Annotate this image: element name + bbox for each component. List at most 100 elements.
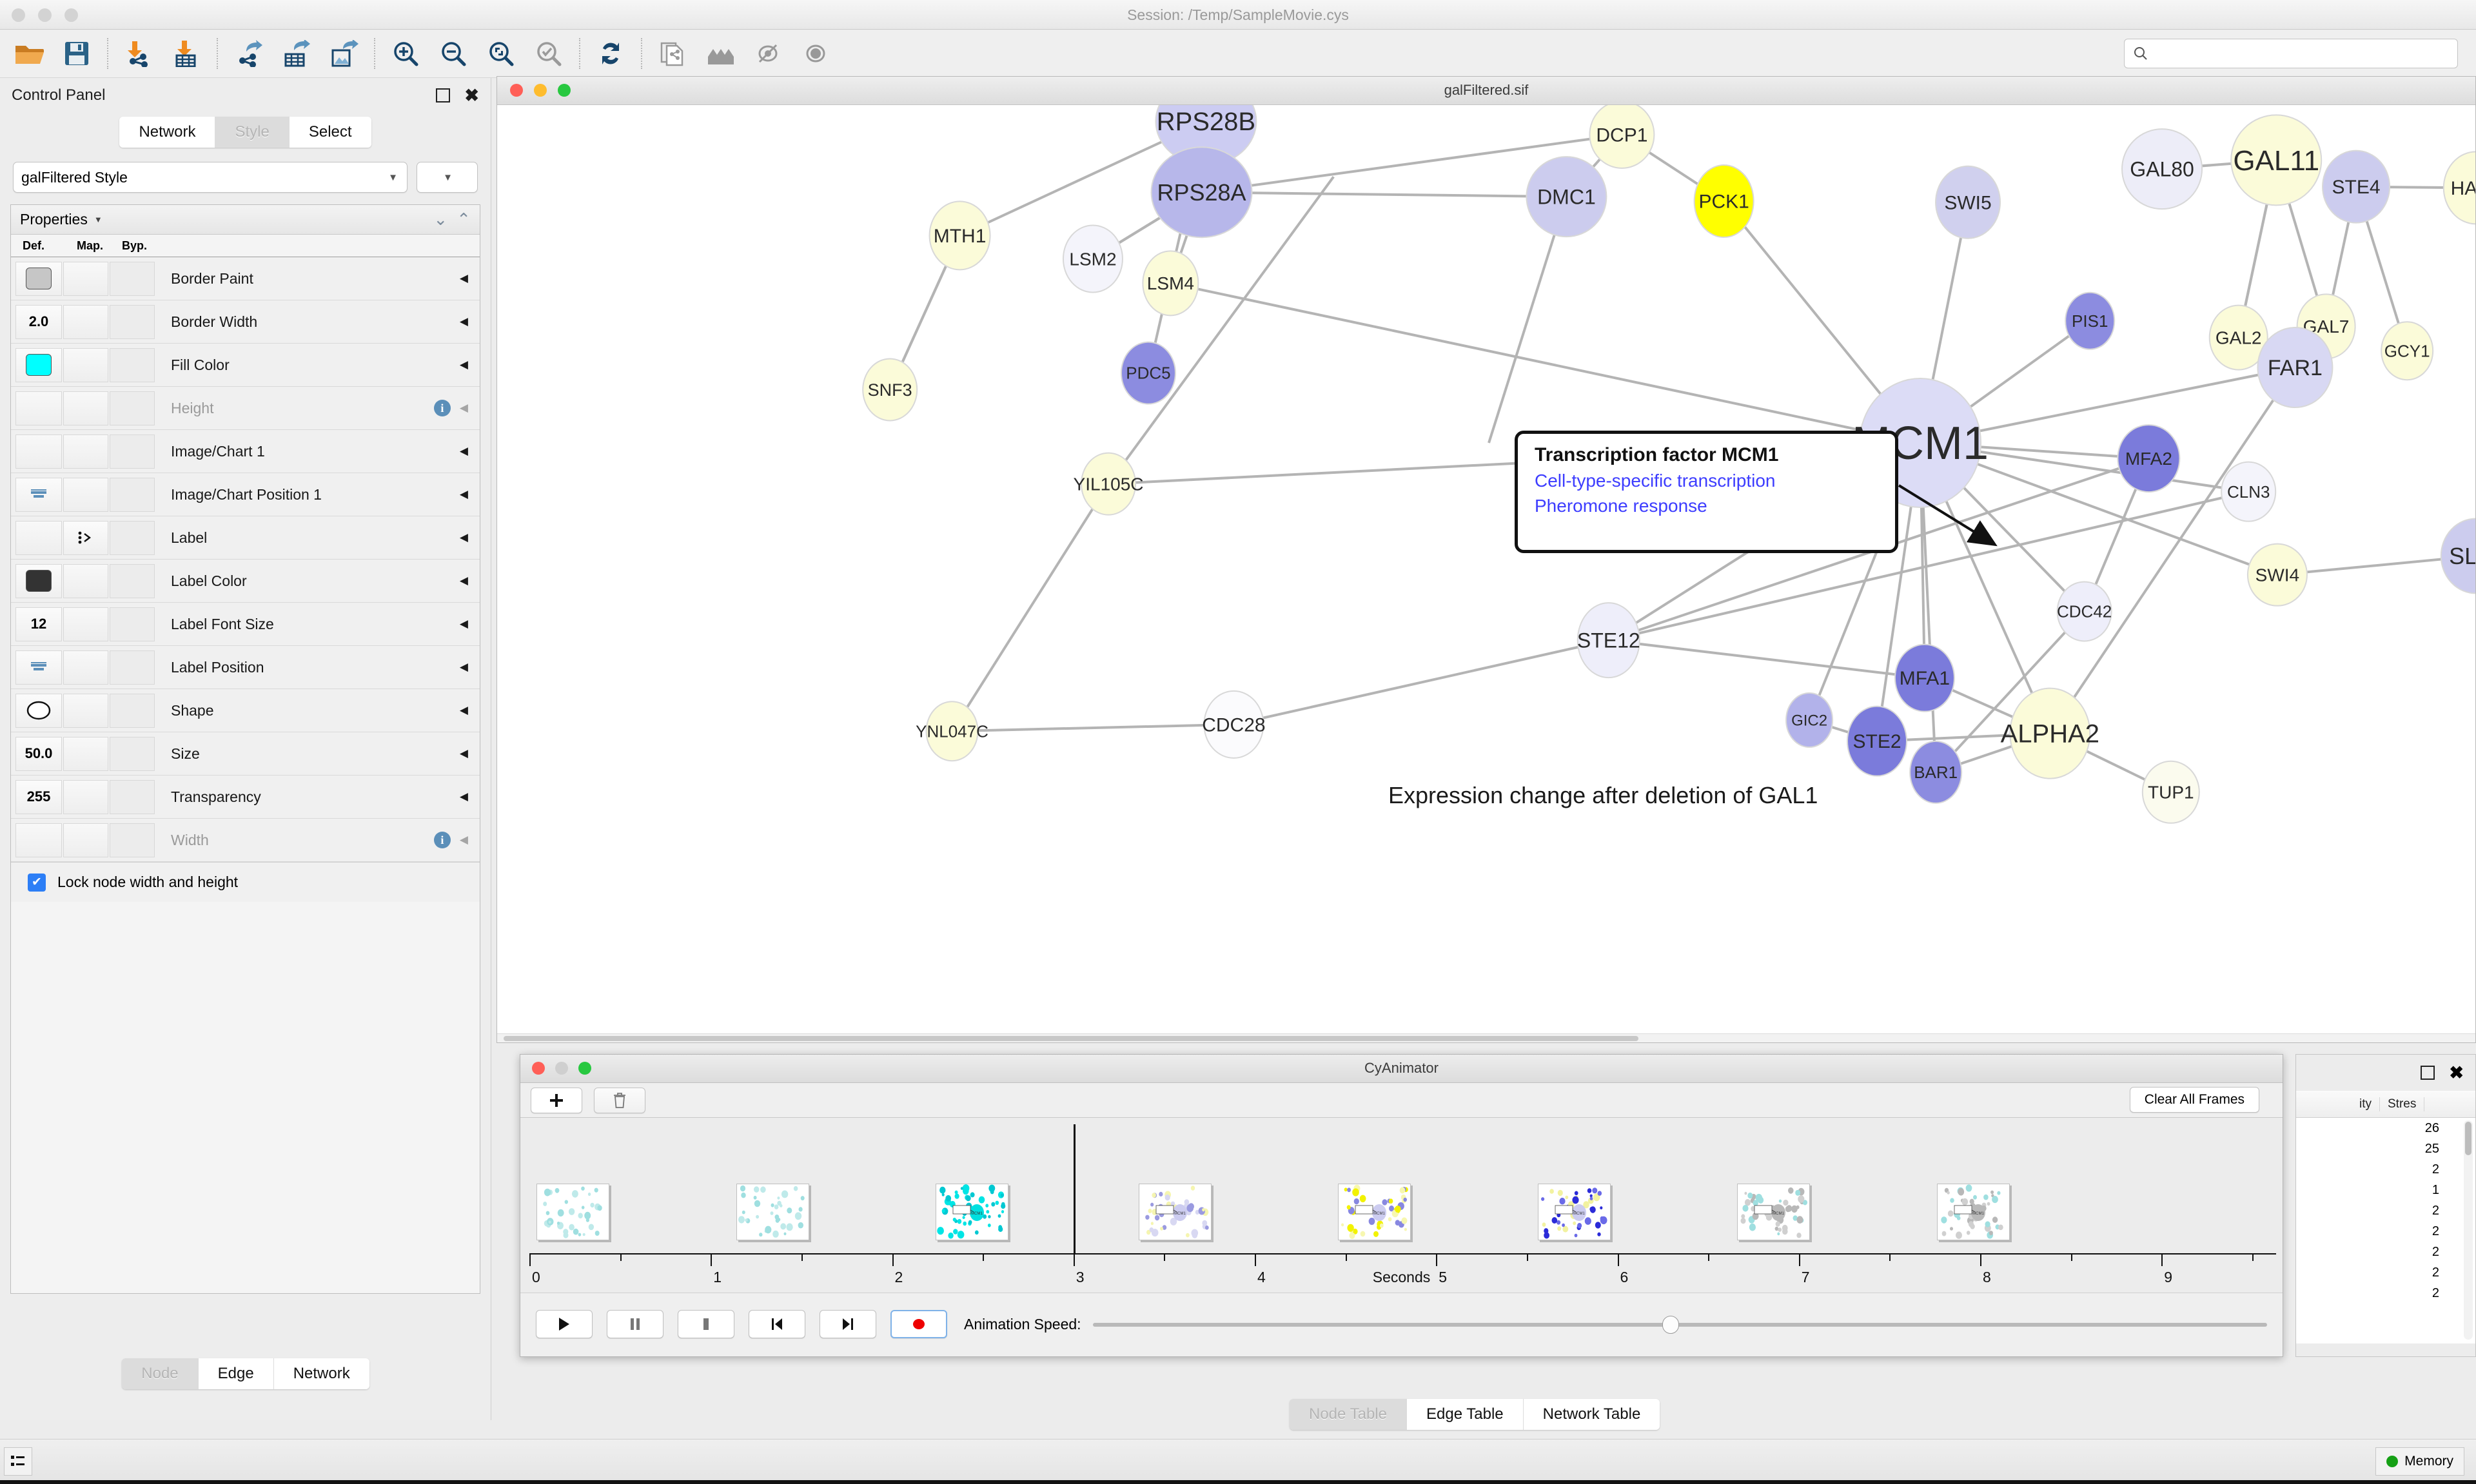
timeline[interactable]: MCM1 MCM1 MCM1 MCM1 MCM1 MCM1 0 1 2 3 4 5 6 7 8 9 Seco… — [520, 1118, 2283, 1293]
pause-button[interactable] — [607, 1310, 663, 1338]
network-traffic-lights[interactable] — [510, 84, 571, 97]
network-edge[interactable] — [1488, 196, 1568, 444]
network-graph[interactable]: RPS28B DCP1 DMC1 RPS28A PCK1 SWI5 GAL80 GAL11 ST… — [497, 105, 2475, 1042]
property-expand-arrow[interactable]: ◀ — [459, 315, 468, 327]
network-node[interactable]: STE2 — [1847, 705, 1907, 777]
maximize-network-button[interactable] — [558, 84, 571, 97]
import-network-icon[interactable] — [115, 34, 162, 73]
share-document-icon[interactable] — [649, 34, 696, 73]
property-default-cell[interactable] — [15, 823, 62, 857]
save-icon[interactable] — [53, 34, 101, 73]
network-node[interactable]: STE12 — [1577, 602, 1640, 679]
animation-speed-knob[interactable] — [1662, 1316, 1679, 1334]
network-node[interactable]: YIL105C — [1074, 452, 1144, 516]
property-bypass-cell[interactable] — [110, 693, 155, 728]
network-edge[interactable] — [1608, 490, 2249, 642]
zoom-fit-icon[interactable] — [477, 34, 525, 73]
property-mapping-cell[interactable] — [63, 261, 108, 296]
network-edge[interactable] — [2049, 366, 2297, 734]
network-node[interactable]: HAP2 — [2442, 151, 2475, 225]
network-node[interactable]: LSM4 — [1142, 250, 1199, 317]
import-table-icon[interactable] — [162, 34, 210, 73]
network-edge[interactable] — [1201, 191, 1567, 199]
apps-icon[interactable] — [696, 34, 744, 73]
network-node[interactable]: RPS28A — [1150, 146, 1253, 239]
zoom-out-icon[interactable] — [429, 34, 477, 73]
close-network-button[interactable] — [510, 84, 523, 97]
property-default-cell[interactable] — [15, 434, 62, 469]
minimize-window-button[interactable] — [38, 8, 52, 22]
network-node[interactable]: PIS1 — [2065, 291, 2116, 350]
window-traffic-lights[interactable] — [12, 8, 78, 22]
expand-all-icon[interactable]: ⌃ — [457, 210, 471, 229]
property-row[interactable]: Fill Color ◀ — [11, 344, 480, 387]
next-frame-button[interactable] — [820, 1310, 876, 1338]
property-expand-arrow[interactable]: ◀ — [459, 402, 468, 414]
hide-icon[interactable] — [744, 34, 792, 73]
network-node[interactable]: GAL80 — [2121, 128, 2203, 210]
export-network-icon[interactable] — [224, 34, 272, 73]
property-expand-arrow[interactable]: ◀ — [459, 661, 468, 673]
close-table-panel-icon[interactable]: ✖ — [2449, 1062, 2464, 1082]
network-edge[interactable] — [1201, 133, 1622, 194]
column-header-stress[interactable]: Stres — [2380, 1097, 2425, 1111]
property-row[interactable]: Image/Chart 1 ◀ — [11, 430, 480, 473]
property-default-cell[interactable] — [15, 391, 62, 425]
property-row[interactable]: Label Color ◀ — [11, 560, 480, 603]
network-edge[interactable] — [1233, 639, 1609, 726]
network-node[interactable]: SLT2 — [2440, 518, 2475, 594]
network-node[interactable]: BAR1 — [1909, 740, 1963, 804]
network-edge[interactable] — [1920, 442, 2278, 576]
style-select[interactable]: galFiltered Style ▼ — [13, 162, 408, 193]
export-image-icon[interactable] — [320, 34, 368, 73]
search-box[interactable] — [2124, 39, 2458, 68]
open-folder-icon[interactable] — [5, 34, 53, 73]
frame-strip[interactable]: MCM1 MCM1 MCM1 MCM1 MCM1 MCM1 — [520, 1118, 2283, 1253]
tab-edge[interactable]: Edge — [198, 1358, 274, 1389]
property-expand-arrow[interactable]: ◀ — [459, 834, 468, 846]
timeline-frame[interactable]: MCM1 — [1737, 1184, 1811, 1240]
maximize-window-button[interactable] — [64, 8, 78, 22]
property-mapping-cell[interactable] — [63, 563, 108, 598]
network-node[interactable]: CDC28 — [1202, 690, 1266, 759]
property-row[interactable]: Width i ◀ — [11, 819, 480, 862]
close-panel-icon[interactable]: ✖ — [464, 85, 479, 105]
property-bypass-cell[interactable] — [110, 391, 155, 425]
cyanimator-traffic-lights[interactable] — [532, 1062, 591, 1075]
property-mapping-cell[interactable] — [63, 736, 108, 771]
minimize-network-button[interactable] — [534, 84, 547, 97]
animation-speed-slider[interactable] — [1092, 1314, 2267, 1334]
network-node[interactable]: SNF3 — [862, 358, 918, 422]
tab-network-table[interactable]: Network Table — [1523, 1399, 1660, 1430]
property-bypass-cell[interactable] — [110, 520, 155, 555]
property-bypass-cell[interactable] — [110, 607, 155, 641]
network-canvas[interactable]: RPS28B DCP1 DMC1 RPS28A PCK1 SWI5 GAL80 GAL11 ST… — [497, 105, 2475, 1042]
property-expand-arrow[interactable]: ◀ — [459, 704, 468, 716]
tab-network-style[interactable]: Network — [273, 1358, 369, 1389]
network-node[interactable]: MFA2 — [2117, 424, 2181, 493]
minimize-cyanimator-button[interactable] — [555, 1062, 568, 1075]
property-default-cell[interactable] — [15, 261, 62, 296]
property-expand-arrow[interactable]: ◀ — [459, 747, 468, 759]
property-mapping-cell[interactable] — [63, 520, 108, 555]
network-edge[interactable] — [1920, 366, 2295, 444]
maximize-panel-icon[interactable] — [436, 88, 451, 103]
property-bypass-cell[interactable] — [110, 304, 155, 339]
properties-menu-icon[interactable]: ▼ — [93, 215, 103, 224]
property-row[interactable]: Border Paint ◀ — [11, 257, 480, 300]
zoom-in-icon[interactable] — [382, 34, 429, 73]
property-expand-arrow[interactable]: ◀ — [459, 358, 468, 371]
add-frame-button[interactable] — [531, 1087, 582, 1113]
property-bypass-cell[interactable] — [110, 563, 155, 598]
network-node[interactable]: GCY1 — [2381, 321, 2434, 381]
network-node[interactable]: SWI4 — [2246, 543, 2308, 607]
property-row[interactable]: 2.0 Border Width ◀ — [11, 300, 480, 344]
property-default-cell[interactable] — [15, 693, 62, 728]
maximize-cyanimator-button[interactable] — [578, 1062, 591, 1075]
prev-frame-button[interactable] — [749, 1310, 805, 1338]
property-default-cell[interactable]: 255 — [15, 779, 62, 814]
property-bypass-cell[interactable] — [110, 477, 155, 512]
property-mapping-cell[interactable] — [63, 779, 108, 814]
network-node[interactable]: GAL2 — [2208, 304, 2268, 371]
property-row[interactable]: Image/Chart Position 1 ◀ — [11, 473, 480, 516]
